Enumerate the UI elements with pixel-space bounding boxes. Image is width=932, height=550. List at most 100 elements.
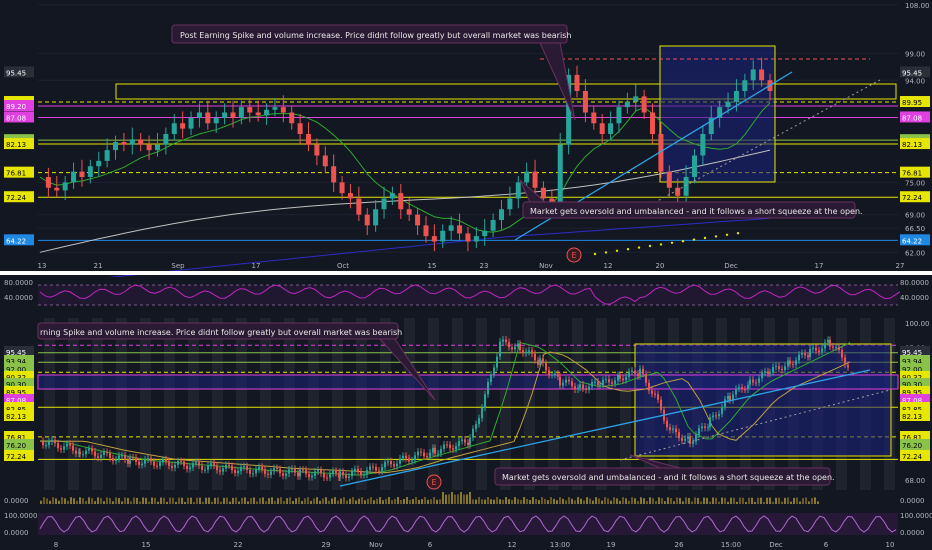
volume-bar	[340, 498, 342, 504]
volume-bar	[262, 497, 264, 504]
volume-bar	[391, 500, 393, 504]
candle	[415, 214, 421, 226]
volume-bar	[382, 500, 384, 504]
session-stripe	[548, 318, 559, 490]
annotation-spike-text: Post Earning Spike and volume increase. …	[180, 31, 571, 40]
volume-bar	[580, 498, 582, 504]
right-price-labels: 95.4593.9492.0090.3290.3089.9587.0885.00…	[900, 346, 930, 461]
candle	[528, 350, 530, 352]
volume-bar	[517, 499, 519, 504]
volume-bar	[460, 492, 462, 504]
volume-bar	[277, 498, 279, 504]
right-price-label: 82.13	[900, 138, 930, 150]
svg-text:76.20: 76.20	[6, 442, 26, 450]
candle	[103, 451, 105, 455]
candle	[51, 439, 53, 442]
volume-bar	[181, 497, 183, 504]
volume-bar	[631, 497, 633, 504]
candle	[532, 171, 538, 188]
volume-bar	[142, 497, 144, 504]
volume-bar	[805, 497, 807, 504]
date-tick: 23	[480, 262, 489, 270]
svg-text:93.94: 93.94	[902, 358, 923, 366]
oscillator-line	[39, 515, 897, 533]
candle	[755, 382, 757, 384]
candle	[482, 230, 488, 237]
right-price-label: 64.22	[900, 234, 930, 246]
candle	[708, 117, 714, 134]
candle	[784, 366, 786, 371]
date-tick: 6	[428, 541, 433, 549]
svg-text:64.22: 64.22	[6, 237, 26, 245]
candle	[449, 444, 451, 449]
volume-bar	[817, 501, 819, 504]
candle	[423, 225, 429, 237]
volume-bar	[526, 499, 528, 504]
candle	[678, 432, 680, 438]
candle	[749, 379, 751, 385]
dotted-trendline	[649, 79, 881, 206]
candle	[291, 468, 293, 470]
candle	[507, 198, 513, 210]
svg-text:87.08: 87.08	[902, 397, 922, 405]
candle	[469, 437, 471, 446]
session-stripe	[44, 318, 55, 490]
price-tick: 68.00	[905, 477, 925, 485]
candle	[222, 468, 224, 472]
candle	[156, 465, 158, 467]
projection-dot	[692, 238, 696, 241]
candle	[45, 445, 47, 447]
resistance-zone	[115, 83, 897, 100]
volume-bar	[70, 497, 72, 504]
session-stripe	[212, 318, 223, 490]
candle	[493, 367, 495, 375]
candle	[557, 373, 559, 377]
date-tick: 19	[607, 541, 616, 549]
volume-bar	[247, 501, 249, 504]
sma-short-line	[39, 102, 771, 233]
candle	[153, 461, 155, 466]
session-stripe	[188, 318, 199, 490]
candle	[141, 463, 143, 466]
candle	[835, 347, 837, 349]
candle	[452, 448, 454, 450]
candle	[666, 420, 668, 428]
volume-bar	[343, 497, 345, 504]
candle	[637, 373, 639, 377]
volume-bar	[703, 497, 705, 504]
candle	[565, 379, 567, 383]
date-tick: 21	[94, 262, 103, 270]
candle	[554, 373, 556, 375]
volume-bar	[556, 500, 558, 504]
candle	[364, 214, 370, 226]
volume-bar	[265, 501, 267, 504]
volume-bar	[271, 497, 273, 504]
candle	[240, 466, 242, 472]
candle	[302, 469, 304, 471]
candle	[210, 463, 212, 466]
volume-bar	[442, 492, 444, 504]
candle	[183, 461, 185, 466]
candle	[237, 471, 239, 474]
right-price-label: 95.45	[900, 346, 930, 357]
candle	[841, 350, 843, 358]
volume-bar	[40, 500, 42, 504]
volume-bar	[61, 497, 63, 504]
volume-bar	[157, 501, 159, 504]
volume-bar	[88, 497, 90, 504]
left-price-label: 95.45	[4, 346, 34, 357]
candle	[787, 360, 789, 367]
volume-bar	[763, 501, 765, 504]
candle	[159, 462, 161, 466]
volume-bar	[127, 497, 129, 504]
svg-text:82.13: 82.13	[6, 413, 26, 421]
candle	[121, 455, 123, 457]
candle	[639, 368, 641, 377]
candle	[750, 69, 756, 81]
volume-bar	[742, 497, 744, 504]
volume-bar	[682, 501, 684, 504]
candle	[798, 354, 800, 361]
candle	[378, 470, 380, 472]
volume-bar	[661, 498, 663, 504]
